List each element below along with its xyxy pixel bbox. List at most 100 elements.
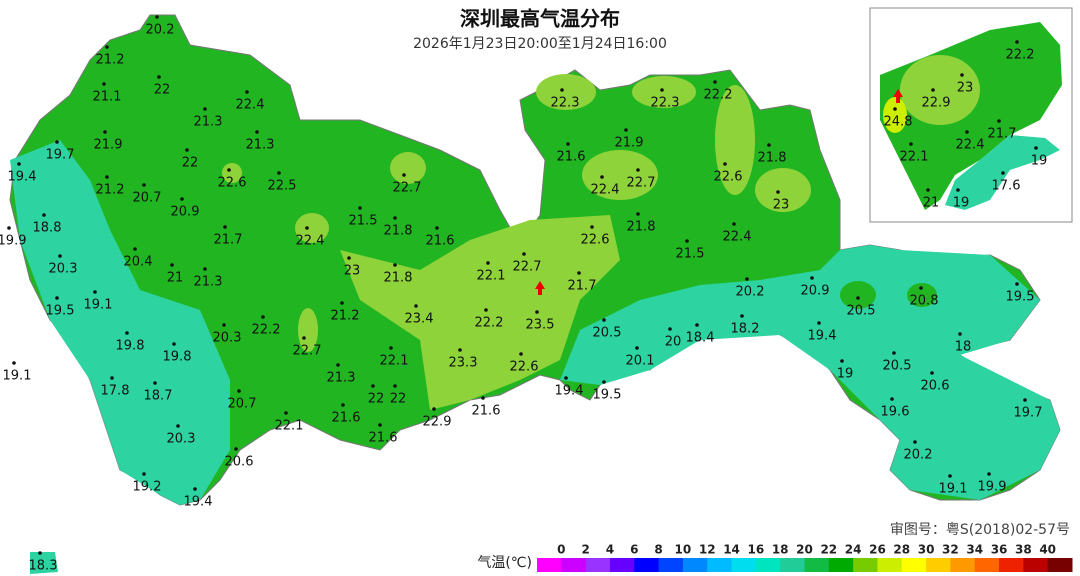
station-dot [560,88,564,92]
station-value: 22.2 [475,316,504,331]
legend-swatch [731,558,757,572]
station-value: 21.7 [214,233,243,248]
station-dot [340,301,344,305]
legend-swatch [682,558,708,572]
station-value: 22 [182,156,199,171]
station-value: 22.7 [293,344,322,359]
station-dot [227,168,231,172]
station-value: 20.7 [228,397,257,412]
station-dot [93,290,97,294]
station-dot [234,447,238,451]
station-dot [157,75,161,79]
station-dot [245,90,249,94]
station-value: 21.3 [246,138,275,153]
station-value: 22.4 [956,138,985,153]
station-dot [987,472,991,476]
station-value: 21.6 [369,431,398,446]
station-value: 20.9 [171,205,200,220]
station-dot [284,411,288,415]
station-dot [222,323,226,327]
station-dot [624,128,628,132]
station-value: 21.9 [94,138,123,153]
legend-swatch [950,558,976,572]
station-dot [732,222,736,226]
station-dot [636,168,640,172]
station-value: 19.4 [184,495,213,510]
station-dot [371,384,375,388]
station-value: 20.8 [910,294,939,309]
station-value: 22.2 [704,88,733,103]
station-value: 23.5 [526,318,555,333]
station-dot [393,263,397,267]
station-dot [564,376,568,380]
station-dot [153,381,157,385]
legend-tick: 18 [772,543,789,557]
station-dot [956,188,960,192]
station-value: 18.4 [686,331,715,346]
station-dot [566,142,570,146]
station-value: 23.3 [449,356,478,371]
station-dot [997,119,1001,123]
station-dot [142,472,146,476]
station-dot [635,346,639,350]
station-dot [481,396,485,400]
station-dot [695,323,699,327]
station-dot [713,80,717,84]
station-dot [930,371,934,375]
inset [869,7,1073,223]
legend-swatch [877,558,903,572]
station-value: 21.3 [194,275,223,290]
station-value: 22.6 [714,170,743,185]
station-dot [1015,40,1019,44]
station-dot [602,318,606,322]
station-value: 22.5 [268,179,297,194]
station-value: 21.1 [93,90,122,105]
station-value: 20.7 [133,191,162,206]
station-value: 22 [154,83,171,98]
station-dot [142,183,146,187]
station-dot [926,188,930,192]
station-value: 19.5 [1006,290,1035,305]
legend-tick: 8 [654,543,662,557]
station-value: 19.9 [0,234,26,249]
station-value: 22.3 [551,96,580,111]
station-dot [893,107,897,111]
station-value: 18 [955,340,972,355]
station-value: 17.6 [992,179,1021,194]
station-value: 20.3 [213,331,242,346]
station-dot [55,296,59,300]
station-dot [840,359,844,363]
station-dot [193,487,197,491]
station-value: 21.5 [676,247,705,262]
station-value: 22.9 [423,415,452,430]
station-dot [302,336,306,340]
station-value: 23 [773,198,790,213]
stations: 20.2 21.2 21.1 22 22.4 21.3 19.7 21.9 21.3 22 19.4… [0,15,1047,574]
station-dot [965,130,969,134]
station-value: 19.5 [46,304,75,319]
station-dot [740,314,744,318]
station-dot [341,403,345,407]
station-dot [723,162,727,166]
station-value: 21.9 [615,136,644,151]
legend-tick: 32 [942,543,959,557]
station-dot [636,212,640,216]
station-value: 21 [923,196,940,211]
station-dot [948,474,952,478]
station-dot [484,308,488,312]
station-value: 22.4 [591,183,620,198]
station-dot [102,82,106,86]
station-value: 21.3 [327,371,356,386]
station-value: 23.4 [405,312,434,327]
legend-swatch [634,558,660,572]
station-dot [336,363,340,367]
legend-swatch [658,558,684,572]
legend-tick: 38 [1015,543,1032,557]
station-dot [125,331,129,335]
station-dot [856,296,860,300]
station-dot [892,351,896,355]
station-value: 20.2 [146,23,175,38]
max-arrow [535,281,545,295]
station-dot [458,348,462,352]
